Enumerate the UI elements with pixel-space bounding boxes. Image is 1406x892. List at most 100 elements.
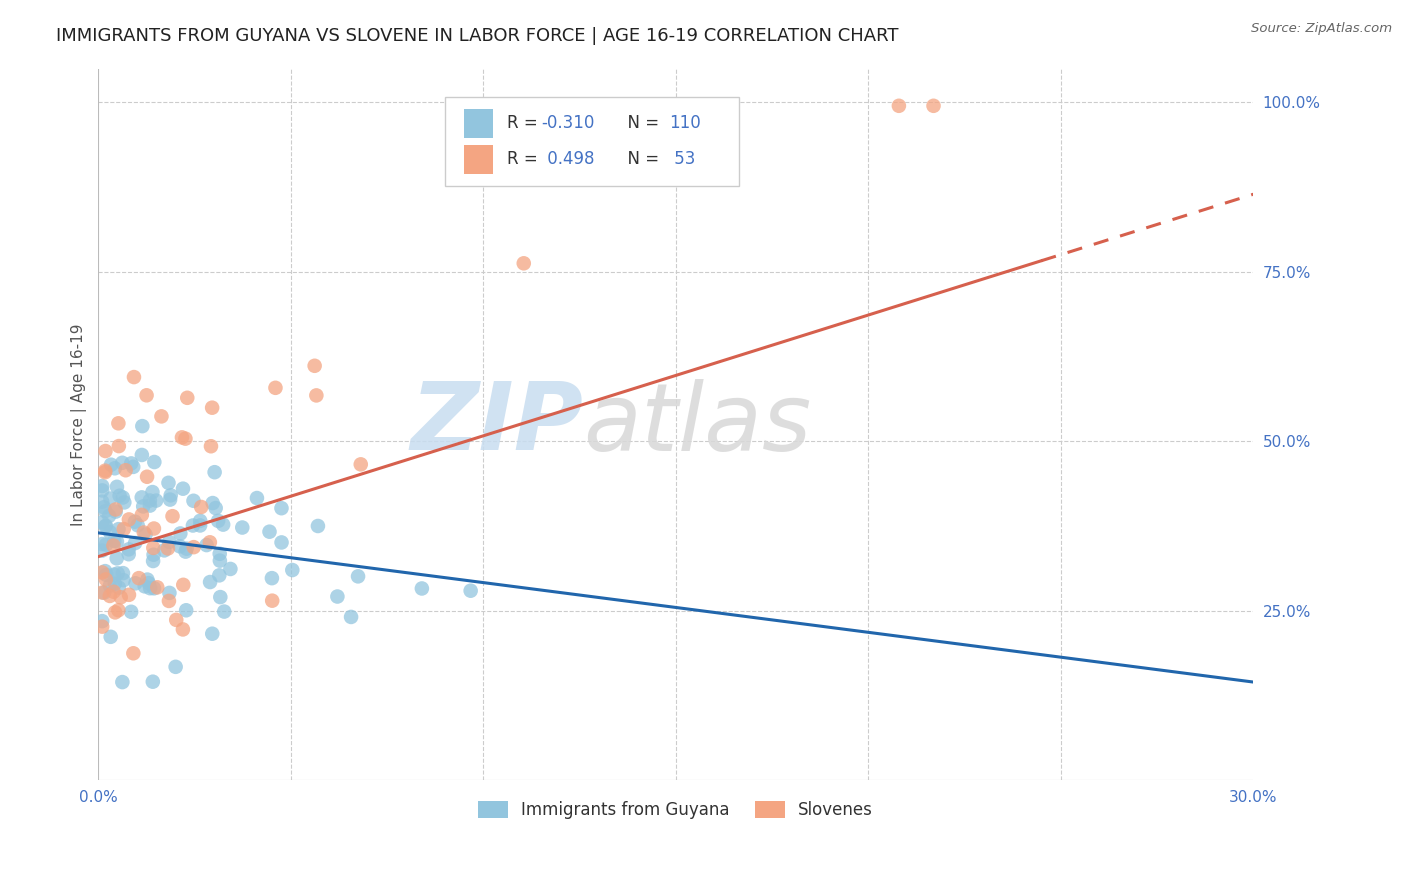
Point [195,538,218,552]
Text: Source: ZipAtlas.com: Source: ZipAtlas.com [1251,22,1392,36]
Point [131,491,153,505]
Text: N =: N = [617,151,664,169]
Point [304,359,326,373]
Point [156,541,179,556]
Point [264,381,287,395]
Point [139,493,162,508]
Point [93,585,115,599]
Point [305,388,328,402]
Point [183,493,205,508]
Point [139,499,162,513]
Point [201,496,224,510]
Point [326,590,349,604]
Point [108,581,131,595]
Point [212,517,235,532]
Point [98,579,121,593]
Point [169,526,191,541]
Point [172,623,194,637]
Point [93,500,115,515]
Point [922,99,945,113]
Point [103,539,125,553]
Point [118,542,141,557]
Point [112,522,135,536]
Point [124,576,146,591]
Point [201,401,224,415]
Point [104,576,127,591]
Point [105,480,128,494]
Point [107,603,129,617]
Point [143,581,166,595]
Point [131,448,153,462]
Point [94,519,117,533]
Point [94,518,117,533]
Point [231,520,253,534]
Point [120,605,142,619]
Point [94,564,117,578]
Point [104,505,127,519]
Point [107,566,129,581]
Point [91,585,114,599]
Point [91,537,114,551]
Point [142,554,165,568]
Point [170,430,193,444]
Point [132,525,155,540]
Point [307,519,329,533]
Point [91,479,114,493]
Point [118,547,141,561]
Point [91,483,114,498]
Point [262,593,284,607]
Point [91,516,114,530]
Point [270,535,292,549]
Point [103,567,125,582]
Point [104,461,127,475]
Point [159,488,181,502]
Point [94,504,117,518]
Point [104,606,127,620]
Point [204,465,226,479]
Point [281,563,304,577]
Point [204,501,226,516]
Point [141,485,163,500]
Point [120,457,142,471]
Point [138,576,160,591]
Point [142,674,165,689]
Point [100,630,122,644]
Text: IMMIGRANTS FROM GUYANA VS SLOVENE IN LABOR FORCE | AGE 16-19 CORRELATION CHART: IMMIGRANTS FROM GUYANA VS SLOVENE IN LAB… [56,27,898,45]
Point [159,492,181,507]
Point [270,501,292,516]
Point [208,554,231,568]
Point [169,539,191,553]
Text: ZIP: ZIP [411,378,583,470]
Text: N =: N = [617,114,664,133]
Point [157,535,180,549]
Point [107,417,129,431]
Point [172,578,194,592]
Point [100,491,122,506]
Point [208,547,231,561]
Point [122,646,145,660]
Text: 53: 53 [669,151,695,169]
Point [411,582,433,596]
Point [136,469,159,483]
Point [513,256,536,270]
Point [108,439,131,453]
Point [159,586,181,600]
Point [200,439,222,453]
Point [111,675,134,690]
Point [181,518,204,533]
Point [172,482,194,496]
Point [124,515,146,529]
Point [124,536,146,550]
Text: 110: 110 [669,114,700,133]
Point [162,509,184,524]
Bar [464,109,494,137]
Point [246,491,269,505]
Point [105,534,128,549]
Point [110,591,132,605]
Point [132,500,155,514]
Point [157,475,180,490]
Point [212,605,235,619]
Point [118,512,141,526]
Point [188,518,211,533]
Point [91,620,114,634]
